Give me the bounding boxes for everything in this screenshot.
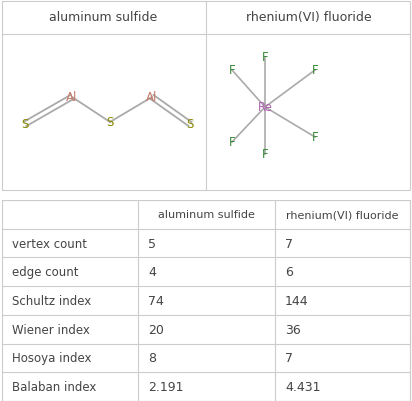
Text: 2.191: 2.191 — [148, 380, 183, 393]
Text: 144: 144 — [285, 294, 309, 307]
Text: 4.431: 4.431 — [285, 380, 321, 393]
Text: 36: 36 — [285, 323, 301, 336]
Text: Hosoya index: Hosoya index — [12, 352, 91, 365]
Text: rhenium(VI) fluoride: rhenium(VI) fluoride — [246, 12, 372, 24]
Text: Al: Al — [146, 91, 158, 104]
Text: edge count: edge count — [12, 265, 79, 279]
Text: F: F — [262, 51, 268, 64]
Text: Schultz index: Schultz index — [12, 294, 91, 307]
Text: 20: 20 — [148, 323, 164, 336]
Text: F: F — [262, 148, 268, 161]
Text: F: F — [312, 131, 318, 144]
Text: Wiener index: Wiener index — [12, 323, 90, 336]
Text: F: F — [229, 136, 235, 149]
Text: aluminum sulfide: aluminum sulfide — [158, 210, 255, 220]
Text: Balaban index: Balaban index — [12, 380, 96, 393]
Text: 8: 8 — [148, 352, 156, 365]
Text: F: F — [312, 64, 318, 77]
Text: S: S — [21, 118, 29, 131]
Text: 5: 5 — [148, 237, 156, 250]
Text: rhenium(VI) fluoride: rhenium(VI) fluoride — [286, 210, 399, 220]
Text: 4: 4 — [148, 265, 156, 279]
Text: 7: 7 — [285, 237, 293, 250]
Text: aluminum sulfide: aluminum sulfide — [49, 12, 157, 24]
Text: vertex count: vertex count — [12, 237, 87, 250]
Text: 74: 74 — [148, 294, 164, 307]
Text: Al: Al — [66, 91, 78, 104]
Text: Re: Re — [258, 101, 272, 114]
Text: 7: 7 — [285, 352, 293, 365]
Text: F: F — [229, 64, 235, 77]
Text: S: S — [106, 116, 114, 129]
Text: 6: 6 — [285, 265, 293, 279]
Text: S: S — [186, 118, 194, 131]
